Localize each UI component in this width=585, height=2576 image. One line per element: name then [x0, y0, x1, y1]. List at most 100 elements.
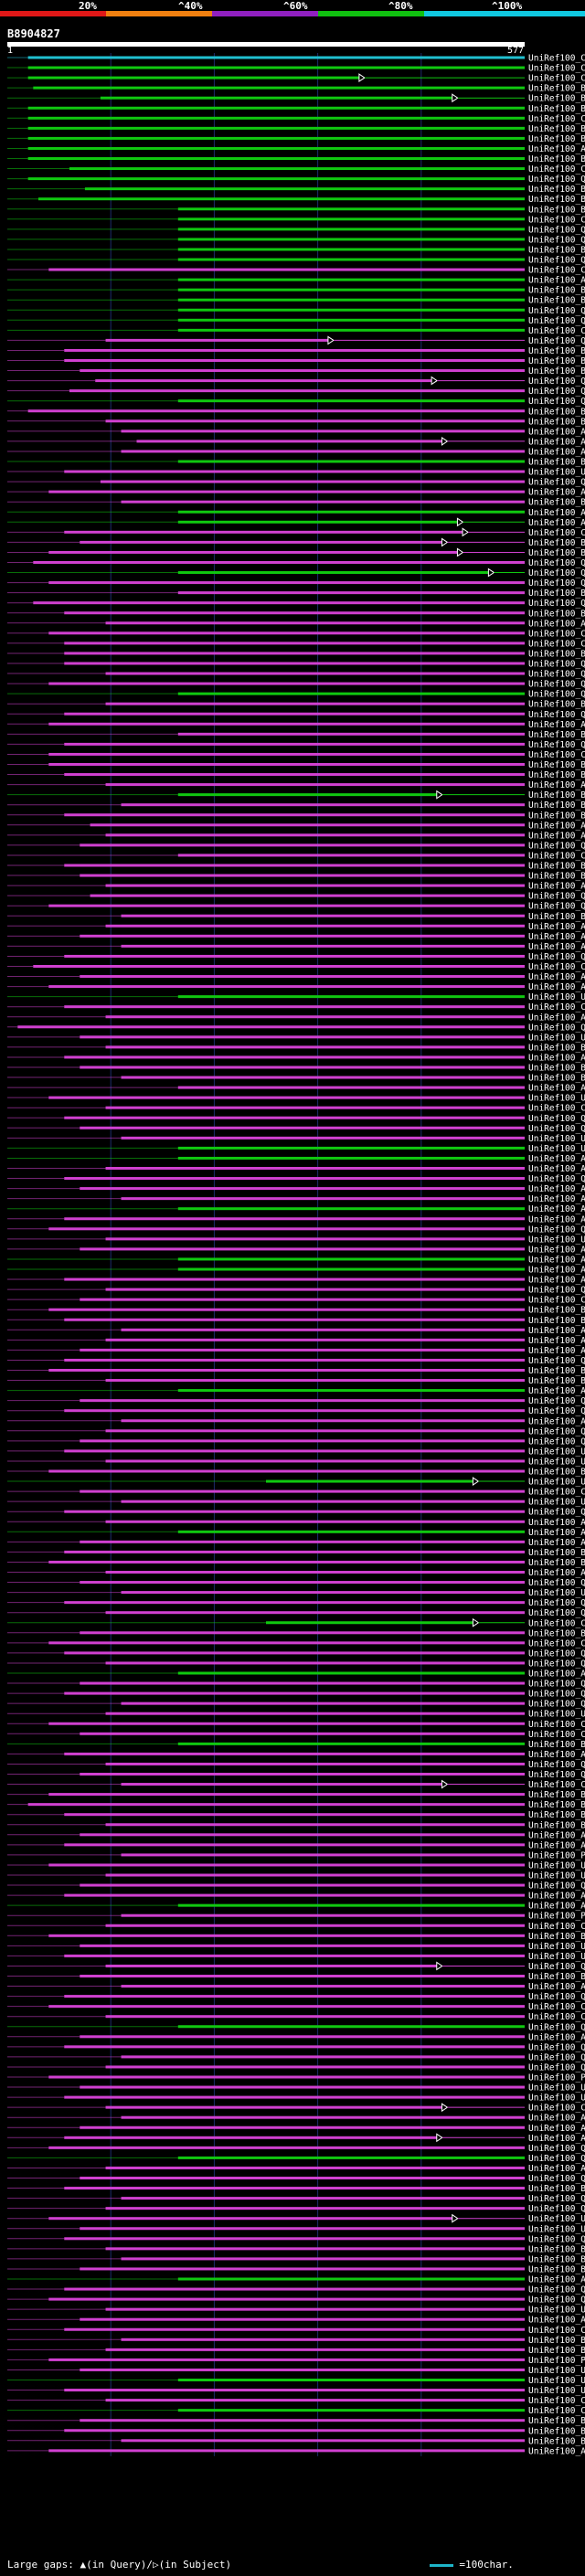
- hit-label[interactable]: UniRef100_A9P9T2: [528, 720, 585, 730]
- hit-bar[interactable]: [121, 1913, 525, 1917]
- hit-bar[interactable]: [37, 197, 525, 201]
- hit-label[interactable]: UniRef100_A7RUF2: [528, 1346, 585, 1356]
- hit-label[interactable]: UniRef100_C6F9U8: [528, 2396, 585, 2406]
- hit-bar[interactable]: [64, 641, 525, 645]
- hit-bar[interactable]: [64, 1601, 525, 1605]
- hit-label[interactable]: UniRef100_A5BNB3: [528, 982, 585, 992]
- hit-bar[interactable]: [177, 228, 525, 231]
- hit-label[interactable]: UniRef100_C6SWC0: [528, 164, 585, 175]
- hit-bar[interactable]: [121, 1591, 525, 1595]
- hit-label[interactable]: UniRef100_A2XDW5: [528, 1194, 585, 1204]
- hit-bar[interactable]: [64, 1550, 525, 1553]
- hit-label[interactable]: UniRef100_A9SGR6: [528, 1892, 585, 1902]
- hit-bar[interactable]: [64, 348, 525, 352]
- hit-bar[interactable]: [100, 96, 452, 100]
- hit-bar[interactable]: [177, 1267, 525, 1271]
- hit-label[interactable]: UniRef100_A7QAZ0: [528, 1326, 585, 1336]
- hit-bar[interactable]: [121, 803, 525, 807]
- hit-label[interactable]: UniRef100_A4RVP0: [528, 1982, 585, 1992]
- hit-label[interactable]: UniRef100_B9FZE0: [528, 1316, 585, 1326]
- hit-bar[interactable]: [121, 1783, 442, 1786]
- hit-label[interactable]: UniRef100_A9SPD5: [528, 437, 585, 447]
- hit-label[interactable]: UniRef100_UP1000...: [528, 1942, 585, 1952]
- hit-label[interactable]: UniRef100_A9T3R9: [528, 2114, 585, 2124]
- hit-label[interactable]: UniRef100_Q9ZRQ2: [528, 1224, 585, 1235]
- hit-label[interactable]: UniRef100_B9RDT3: [528, 1064, 585, 1074]
- hit-label[interactable]: UniRef100_C5XYT2: [528, 2326, 585, 2336]
- hit-bar[interactable]: [105, 1964, 437, 1967]
- hit-label[interactable]: UniRef100_A5AHH0: [528, 1386, 585, 1396]
- hit-bar[interactable]: [17, 1025, 525, 1029]
- hit-label[interactable]: UniRef100_B6T3R3: [528, 356, 585, 366]
- hit-bar[interactable]: [105, 1045, 525, 1049]
- hit-label[interactable]: UniRef100_A0JYP9: [528, 1840, 585, 1850]
- hit-label[interactable]: UniRef100_A7QBM4: [528, 1266, 585, 1276]
- hit-bar[interactable]: [48, 985, 525, 989]
- hit-bar[interactable]: [177, 1389, 525, 1393]
- hit-bar[interactable]: [80, 1126, 526, 1129]
- hit-bar[interactable]: [64, 2389, 525, 2392]
- hit-bar[interactable]: [64, 652, 525, 655]
- hit-label[interactable]: UniRef100_Q5KJK0: [528, 1770, 585, 1780]
- hit-bar[interactable]: [177, 207, 525, 211]
- hit-bar[interactable]: [177, 238, 525, 241]
- hit-label[interactable]: UniRef100_B0D604: [528, 2346, 585, 2356]
- hit-bar[interactable]: [105, 1873, 525, 1877]
- hit-label[interactable]: UniRef100_UP1000...: [528, 2376, 585, 2386]
- hit-label[interactable]: UniRef100_C6F3H5: [528, 1618, 585, 1628]
- hit-label[interactable]: UniRef100_C6T9Z2: [528, 74, 585, 84]
- hit-label[interactable]: UniRef100_Q9AXG2: [528, 952, 585, 962]
- hit-bar[interactable]: [33, 86, 526, 90]
- hit-bar[interactable]: [48, 1469, 525, 1473]
- hit-label[interactable]: UniRef100_C1HL79: [528, 2104, 585, 2114]
- hit-bar[interactable]: [48, 1308, 525, 1311]
- hit-bar[interactable]: [121, 1500, 525, 1503]
- hit-label[interactable]: UniRef100_UP1000...: [528, 2094, 585, 2104]
- hit-label[interactable]: UniRef100_UP1000...: [528, 1235, 585, 1245]
- hit-bar[interactable]: [105, 1379, 525, 1383]
- hit-bar[interactable]: [105, 1338, 525, 1341]
- hit-bar[interactable]: [105, 1237, 525, 1241]
- hit-bar[interactable]: [64, 530, 463, 534]
- hit-bar[interactable]: [27, 177, 525, 181]
- hit-bar[interactable]: [105, 2105, 442, 2109]
- hit-label[interactable]: UniRef100_A5C797: [528, 1214, 585, 1224]
- hit-label[interactable]: UniRef100_A9RE19: [528, 2124, 585, 2134]
- hit-label[interactable]: UniRef100_A2VP07: [528, 2446, 585, 2456]
- hit-bar[interactable]: [64, 1651, 525, 1655]
- hit-label[interactable]: UniRef100_UP1000...: [528, 1094, 585, 1104]
- hit-bar[interactable]: [121, 2197, 525, 2200]
- hit-label[interactable]: UniRef100_B6SN11: [528, 1558, 585, 1568]
- hit-bar[interactable]: [80, 1581, 526, 1585]
- hit-bar[interactable]: [105, 702, 525, 705]
- hit-label[interactable]: UniRef100_UP1000...: [528, 1033, 585, 1043]
- hit-bar[interactable]: [105, 783, 525, 787]
- hit-label[interactable]: UniRef100_P90620: [528, 1912, 585, 1922]
- hit-label[interactable]: UniRef100_P61861: [528, 2356, 585, 2366]
- hit-label[interactable]: UniRef100_B9EM75: [528, 1376, 585, 1386]
- hit-label[interactable]: UniRef100_Q3SDW5: [528, 2154, 585, 2164]
- hit-label[interactable]: UniRef100_UP1000...: [528, 992, 585, 1002]
- hit-label[interactable]: UniRef100_A9NZH0: [528, 427, 585, 437]
- hit-bar[interactable]: [177, 591, 525, 595]
- hit-label[interactable]: UniRef100_UP1000...: [528, 468, 585, 478]
- hit-bar[interactable]: [64, 864, 525, 867]
- hit-label[interactable]: UniRef100_C3ZEV6: [528, 2012, 585, 2022]
- hit-label[interactable]: UniRef100_C5WZ86: [528, 2406, 585, 2416]
- hit-label[interactable]: UniRef100_Q9FIH9: [528, 387, 585, 397]
- hit-bar[interactable]: [64, 2136, 437, 2139]
- hit-label[interactable]: UniRef100_B6SSS2: [528, 872, 585, 882]
- hit-label[interactable]: UniRef100_Q5ZDC5: [528, 478, 585, 488]
- hit-bar[interactable]: [80, 1540, 526, 1543]
- hit-label[interactable]: UniRef100_Q9LXZ7: [528, 892, 585, 902]
- hit-bar[interactable]: [64, 611, 525, 615]
- hit-bar[interactable]: [48, 1722, 525, 1725]
- hit-label[interactable]: UniRef100_B6TKX0: [528, 649, 585, 659]
- hit-bar[interactable]: [121, 1419, 525, 1423]
- hit-bar[interactable]: [177, 732, 525, 736]
- hit-label[interactable]: UniRef100_Q6WEH7: [528, 1598, 585, 1608]
- hit-label[interactable]: UniRef100_Q9M9X3: [528, 578, 585, 588]
- hit-label[interactable]: UniRef100_C5YV44: [528, 326, 585, 336]
- hit-label[interactable]: UniRef100_B9MS04: [528, 104, 585, 114]
- hit-label[interactable]: UniRef100_Q9SRP4: [528, 568, 585, 578]
